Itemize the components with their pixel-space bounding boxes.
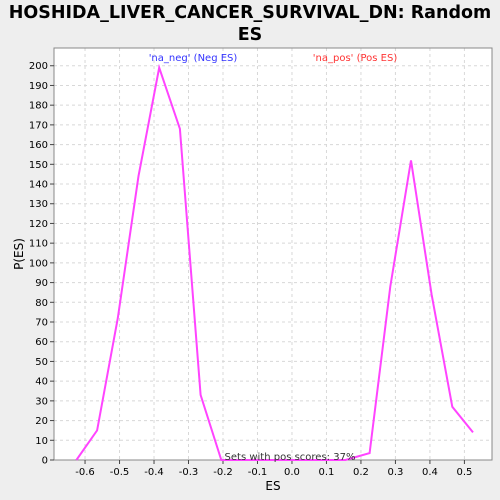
y-tick-label: 50 (35, 357, 48, 368)
x-tick-label: 0.3 (387, 467, 403, 478)
x-tick-label: 0.2 (353, 467, 369, 478)
neg-es-label: 'na_neg' (Neg ES) (149, 53, 238, 64)
x-tick-label: -0.6 (75, 467, 95, 478)
y-tick-label: 160 (29, 140, 48, 151)
series-layer (75, 63, 474, 461)
y-tick-label: 200 (29, 61, 48, 72)
x-tick-label: -0.3 (179, 467, 199, 478)
x-tick-label: 0.5 (456, 467, 472, 478)
y-tick-label: 30 (35, 396, 48, 407)
x-tick-label: 0.1 (319, 467, 335, 478)
y-tick-label: 190 (29, 81, 48, 92)
y-tick-label: 100 (29, 258, 48, 269)
x-axis-label: ES (265, 479, 280, 493)
x-tick-label: -0.4 (144, 467, 164, 478)
y-tick-label: 40 (35, 377, 48, 388)
grid (54, 48, 492, 460)
x-tick-label: -0.2 (213, 467, 233, 478)
chart-title-line-1: HOSHIDA_LIVER_CANCER_SURVIVAL_DN: Random… (8, 3, 492, 45)
y-tick-label: 170 (29, 120, 48, 131)
x-tick-label: -0.1 (248, 467, 268, 478)
x-tick-label: 0.4 (422, 467, 438, 478)
y-tick-label: 60 (35, 337, 48, 348)
x-tick-label: -0.5 (110, 467, 130, 478)
y-axis-label: P(ES) (12, 238, 26, 270)
y-tick-label: 20 (35, 416, 48, 427)
y-tick-label: 0 (42, 456, 48, 467)
y-tick-label: 110 (29, 239, 48, 250)
y-tick-label: 130 (29, 199, 48, 210)
pos-score-note: Sets with pos scores: 37% (225, 452, 356, 463)
y-tick-label: 70 (35, 318, 48, 329)
pos-es-label: 'na_pos' (Pos ES) (313, 53, 398, 64)
y-tick-label: 80 (35, 298, 48, 309)
y-tick-label: 10 (35, 436, 48, 447)
y-tick-label: 90 (35, 278, 48, 289)
x-tick-label: 0.0 (284, 467, 300, 478)
ticks: 0 10 20 30 40 50 60 70 80 90 100 110 120 130 140 150 160… (29, 61, 472, 478)
y-tick-label: 150 (29, 160, 48, 171)
es-distribution-line (75, 63, 474, 461)
y-tick-label: 120 (29, 219, 48, 230)
y-tick-label: 180 (29, 101, 48, 112)
y-tick-label: 140 (29, 180, 48, 191)
